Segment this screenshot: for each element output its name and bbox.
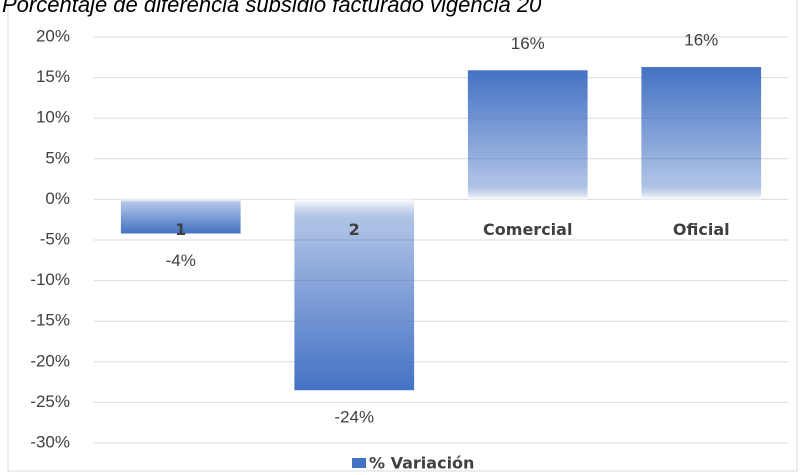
x-tick-label: 1 xyxy=(175,220,186,239)
x-tick-label: 2 xyxy=(349,220,360,239)
bar xyxy=(120,199,241,234)
x-tick-label: Oficial xyxy=(673,220,730,239)
bar xyxy=(641,67,762,200)
legend-swatch xyxy=(352,458,366,468)
y-tick-label: -25% xyxy=(30,392,70,411)
x-tick-label: Comercial xyxy=(483,220,572,239)
bar xyxy=(294,199,415,391)
y-tick-label: -20% xyxy=(30,351,70,370)
y-tick-label: 0% xyxy=(45,189,70,208)
legend-label: % Variación xyxy=(369,454,474,473)
data-label: 16% xyxy=(684,31,718,50)
y-tick-label: -5% xyxy=(40,229,70,248)
data-label: -24% xyxy=(334,408,374,427)
y-tick-label: -10% xyxy=(30,270,70,289)
y-tick-label: 20% xyxy=(36,26,70,45)
y-tick-label: 10% xyxy=(36,108,70,127)
bar xyxy=(467,70,588,200)
y-tick-label: -15% xyxy=(30,311,70,330)
y-tick-label: 5% xyxy=(45,148,70,167)
data-label: -4% xyxy=(166,251,196,270)
chart-title: Porcentaje de diferencia subsidio factur… xyxy=(2,0,542,17)
chart-frame xyxy=(7,0,798,472)
y-tick-label: -30% xyxy=(30,432,70,451)
data-label: 16% xyxy=(511,34,545,53)
y-tick-label: 15% xyxy=(36,67,70,86)
